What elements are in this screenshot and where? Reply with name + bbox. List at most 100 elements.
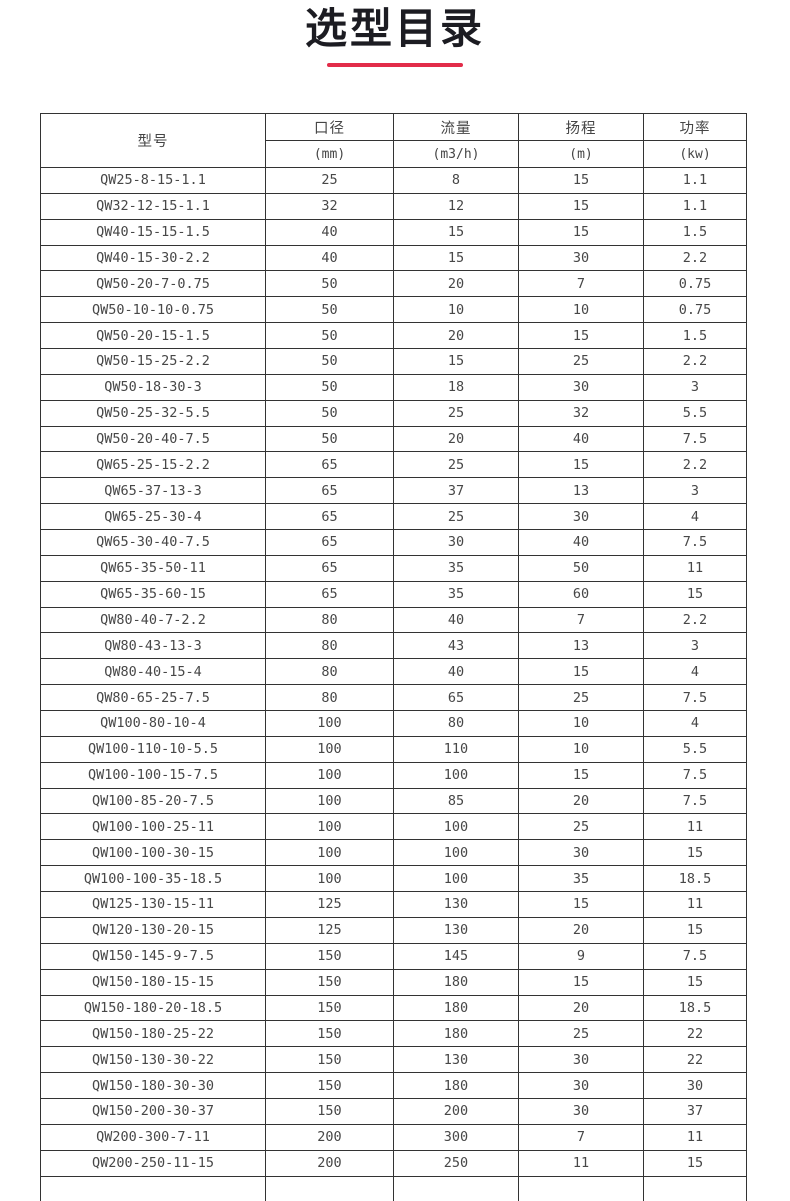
header-label-row: 型号 口径 流量 扬程 功率 [41,114,747,141]
model-cell: QW150-180-20-18.5 [41,995,266,1021]
model-cell: QW100-80-10-4 [41,711,266,737]
diameter-cell: 200 [266,1124,394,1150]
diameter-cell: 100 [266,866,394,892]
head-cell: 15 [519,762,644,788]
empty-cell [394,1176,519,1201]
table-row-partial [41,1176,747,1201]
power-cell: 5.5 [644,736,747,762]
model-cell: QW65-37-13-3 [41,478,266,504]
flow-cell: 25 [394,452,519,478]
diameter-cell: 65 [266,478,394,504]
power-cell: 1.5 [644,219,747,245]
model-cell: QW100-100-15-7.5 [41,762,266,788]
head-cell: 50 [519,555,644,581]
empty-cell [644,1176,747,1201]
model-cell: QW65-30-40-7.5 [41,530,266,556]
selection-table: 型号 口径 流量 扬程 功率 (mm) (m3/h) (m) (kw) QW25… [40,113,747,1201]
head-cell: 7 [519,607,644,633]
flow-cell: 100 [394,840,519,866]
power-cell: 15 [644,917,747,943]
model-cell: QW150-130-30-22 [41,1047,266,1073]
power-cell: 11 [644,1124,747,1150]
page-title: 选型目录 [0,0,790,52]
flow-cell: 145 [394,943,519,969]
header-diameter: 口径 [266,114,394,141]
power-cell: 7.5 [644,685,747,711]
flow-cell: 10 [394,297,519,323]
model-cell: QW32-12-15-1.1 [41,193,266,219]
power-cell: 15 [644,969,747,995]
model-cell: QW150-180-30-30 [41,1073,266,1099]
model-cell: QW40-15-30-2.2 [41,245,266,271]
header-head-unit: (m) [519,141,644,168]
model-cell: QW80-40-7-2.2 [41,607,266,633]
header-flow: 流量 [394,114,519,141]
flow-cell: 8 [394,168,519,194]
flow-cell: 20 [394,426,519,452]
power-cell: 7.5 [644,530,747,556]
power-cell: 30 [644,1073,747,1099]
flow-cell: 43 [394,633,519,659]
head-cell: 30 [519,1098,644,1124]
head-cell: 30 [519,1047,644,1073]
power-cell: 15 [644,581,747,607]
header-flow-unit: (m3/h) [394,141,519,168]
flow-cell: 180 [394,1073,519,1099]
flow-cell: 40 [394,607,519,633]
power-cell: 3 [644,478,747,504]
flow-cell: 20 [394,323,519,349]
model-cell: QW50-25-32-5.5 [41,400,266,426]
model-cell: QW100-110-10-5.5 [41,736,266,762]
power-cell: 4 [644,659,747,685]
head-cell: 15 [519,168,644,194]
head-cell: 20 [519,917,644,943]
power-cell: 2.2 [644,607,747,633]
diameter-cell: 50 [266,374,394,400]
selection-table-container: 型号 口径 流量 扬程 功率 (mm) (m3/h) (m) (kw) QW25… [40,113,746,1201]
power-cell: 4 [644,711,747,737]
power-cell: 5.5 [644,400,747,426]
header-diameter-unit: (mm) [266,141,394,168]
head-cell: 15 [519,219,644,245]
head-cell: 15 [519,323,644,349]
diameter-cell: 100 [266,814,394,840]
diameter-cell: 80 [266,685,394,711]
flow-cell: 15 [394,349,519,375]
diameter-cell: 80 [266,659,394,685]
flow-cell: 25 [394,400,519,426]
head-cell: 60 [519,581,644,607]
power-cell: 2.2 [644,452,747,478]
model-cell: QW120-130-20-15 [41,917,266,943]
model-cell: QW80-43-13-3 [41,633,266,659]
flow-cell: 130 [394,1047,519,1073]
power-cell: 37 [644,1098,747,1124]
diameter-cell: 100 [266,840,394,866]
power-cell: 4 [644,504,747,530]
power-cell: 18.5 [644,866,747,892]
power-cell: 2.2 [644,245,747,271]
power-cell: 11 [644,814,747,840]
model-cell: QW50-10-10-0.75 [41,297,266,323]
diameter-cell: 40 [266,219,394,245]
model-cell: QW65-25-30-4 [41,504,266,530]
flow-cell: 110 [394,736,519,762]
flow-cell: 180 [394,995,519,1021]
head-cell: 10 [519,736,644,762]
head-cell: 30 [519,374,644,400]
head-cell: 13 [519,633,644,659]
